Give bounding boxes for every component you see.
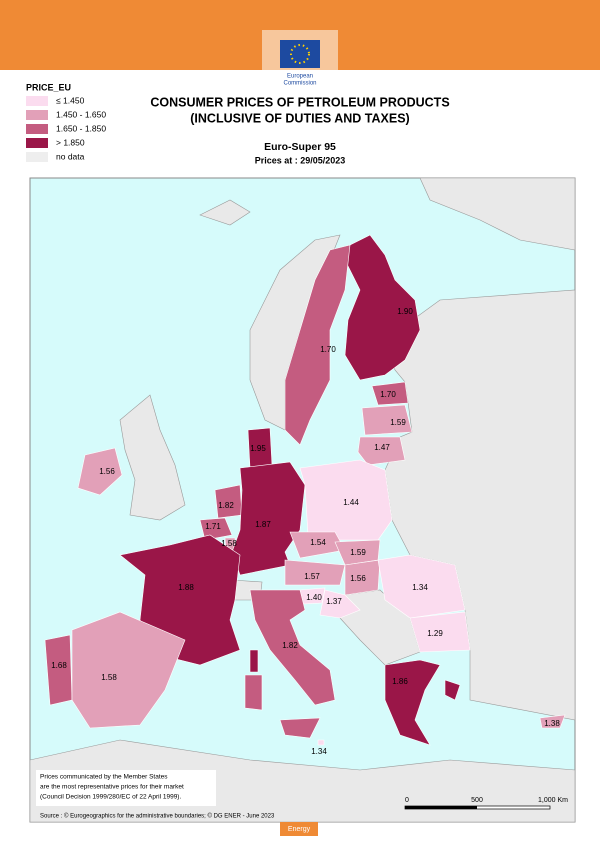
price-label: 1.82 — [218, 501, 234, 510]
note: are the most representative prices for t… — [40, 784, 184, 791]
scale-label: 1,000 Km — [538, 797, 568, 804]
country-region — [249, 649, 259, 673]
legend-swatch — [26, 96, 48, 106]
price-label: 1.58 — [221, 539, 237, 548]
background-land — [29, 177, 576, 823]
price-label: 1.95 — [250, 444, 266, 453]
country-region — [319, 589, 361, 619]
price-label: 1.47 — [374, 443, 390, 452]
legend-label: 1.650 - 1.850 — [56, 123, 106, 133]
title: (INCLUSIVE OF DUTIES AND TAXES) — [190, 111, 409, 125]
price-label: 1.86 — [392, 677, 408, 686]
scale-label: 0 — [405, 797, 409, 804]
source: Source : © Eurogeographics for the admin… — [40, 813, 275, 820]
price-label: 1.56 — [350, 574, 366, 583]
country-region — [377, 554, 466, 619]
logo-text: Commission — [283, 81, 316, 87]
note-box — [36, 770, 216, 806]
legend-label: ≤ 1.450 — [56, 95, 85, 105]
country-region — [384, 659, 441, 746]
note: (Council Decision 1999/280/EC of 22 Apri… — [40, 794, 181, 801]
price-label: 1.40 — [306, 593, 322, 602]
legend-swatch — [26, 152, 48, 162]
country-region — [279, 717, 321, 739]
legend-label: 1.450 - 1.650 — [56, 109, 106, 119]
country-region — [344, 234, 421, 381]
price-label: 1.71 — [205, 522, 221, 531]
price-label: 1.58 — [101, 673, 117, 682]
country-region — [199, 517, 233, 541]
land — [119, 394, 186, 521]
legend-label: no data — [56, 151, 85, 161]
price-label: 1.88 — [178, 583, 194, 592]
price-label: 1.70 — [320, 345, 336, 354]
price-label: 1.54 — [310, 538, 326, 547]
legend: ≤ 1.450 1.450 - 1.650 1.650 - 1.850 > 1.850… — [26, 95, 106, 162]
price-label: 1.87 — [255, 520, 271, 529]
price-label: 1.38 — [544, 719, 560, 728]
logo-text: European — [287, 74, 313, 80]
price-label: 1.57 — [304, 572, 320, 581]
country-region — [361, 404, 413, 436]
country-region — [357, 436, 406, 466]
country-region — [249, 589, 336, 706]
legend-label: > 1.850 — [56, 137, 85, 147]
regions: 1.901.701.701.591.471.561.951.821.711.58… — [44, 234, 566, 756]
price-label: 1.34 — [412, 583, 428, 592]
legend-swatch — [26, 124, 48, 134]
scale-label: 500 — [471, 797, 483, 804]
product: Euro-Super 95 — [264, 141, 336, 153]
price-label: 1.34 — [311, 747, 327, 756]
country-region — [284, 244, 351, 446]
title: CONSUMER PRICES OF PETROLEUM PRODUCTS — [150, 95, 449, 109]
price-label: 1.82 — [282, 641, 298, 650]
legend-swatch — [26, 110, 48, 120]
country-region — [344, 559, 381, 596]
country-region — [371, 381, 409, 406]
price-label: 1.59 — [350, 548, 366, 557]
price-label: 1.90 — [397, 307, 413, 316]
country-region — [244, 674, 263, 711]
country-region — [284, 559, 346, 586]
footer-tab — [280, 822, 318, 836]
scale-bar-segment — [405, 806, 477, 809]
price-label: 1.29 — [427, 629, 443, 638]
footer-tab-label: Energy — [288, 826, 311, 833]
country-region — [539, 714, 566, 729]
note: Prices communicated by the Member States — [40, 774, 168, 781]
land — [199, 199, 251, 226]
eu-stars — [290, 44, 310, 64]
price-label: 1.56 — [99, 467, 115, 476]
legend-swatch — [26, 138, 48, 148]
country-region — [409, 611, 471, 653]
date: Prices at : 29/05/2023 — [255, 155, 346, 165]
land — [419, 177, 576, 251]
country-region — [77, 447, 123, 496]
price-label: 1.37 — [326, 597, 342, 606]
country-region — [444, 679, 461, 701]
price-label: 1.70 — [380, 390, 396, 399]
legend-title: PRICE_EU — [26, 82, 71, 92]
price-label: 1.44 — [343, 498, 359, 507]
price-label: 1.68 — [51, 661, 67, 670]
country-region — [317, 739, 325, 746]
country-region — [71, 611, 186, 729]
price-label: 1.59 — [390, 418, 406, 427]
